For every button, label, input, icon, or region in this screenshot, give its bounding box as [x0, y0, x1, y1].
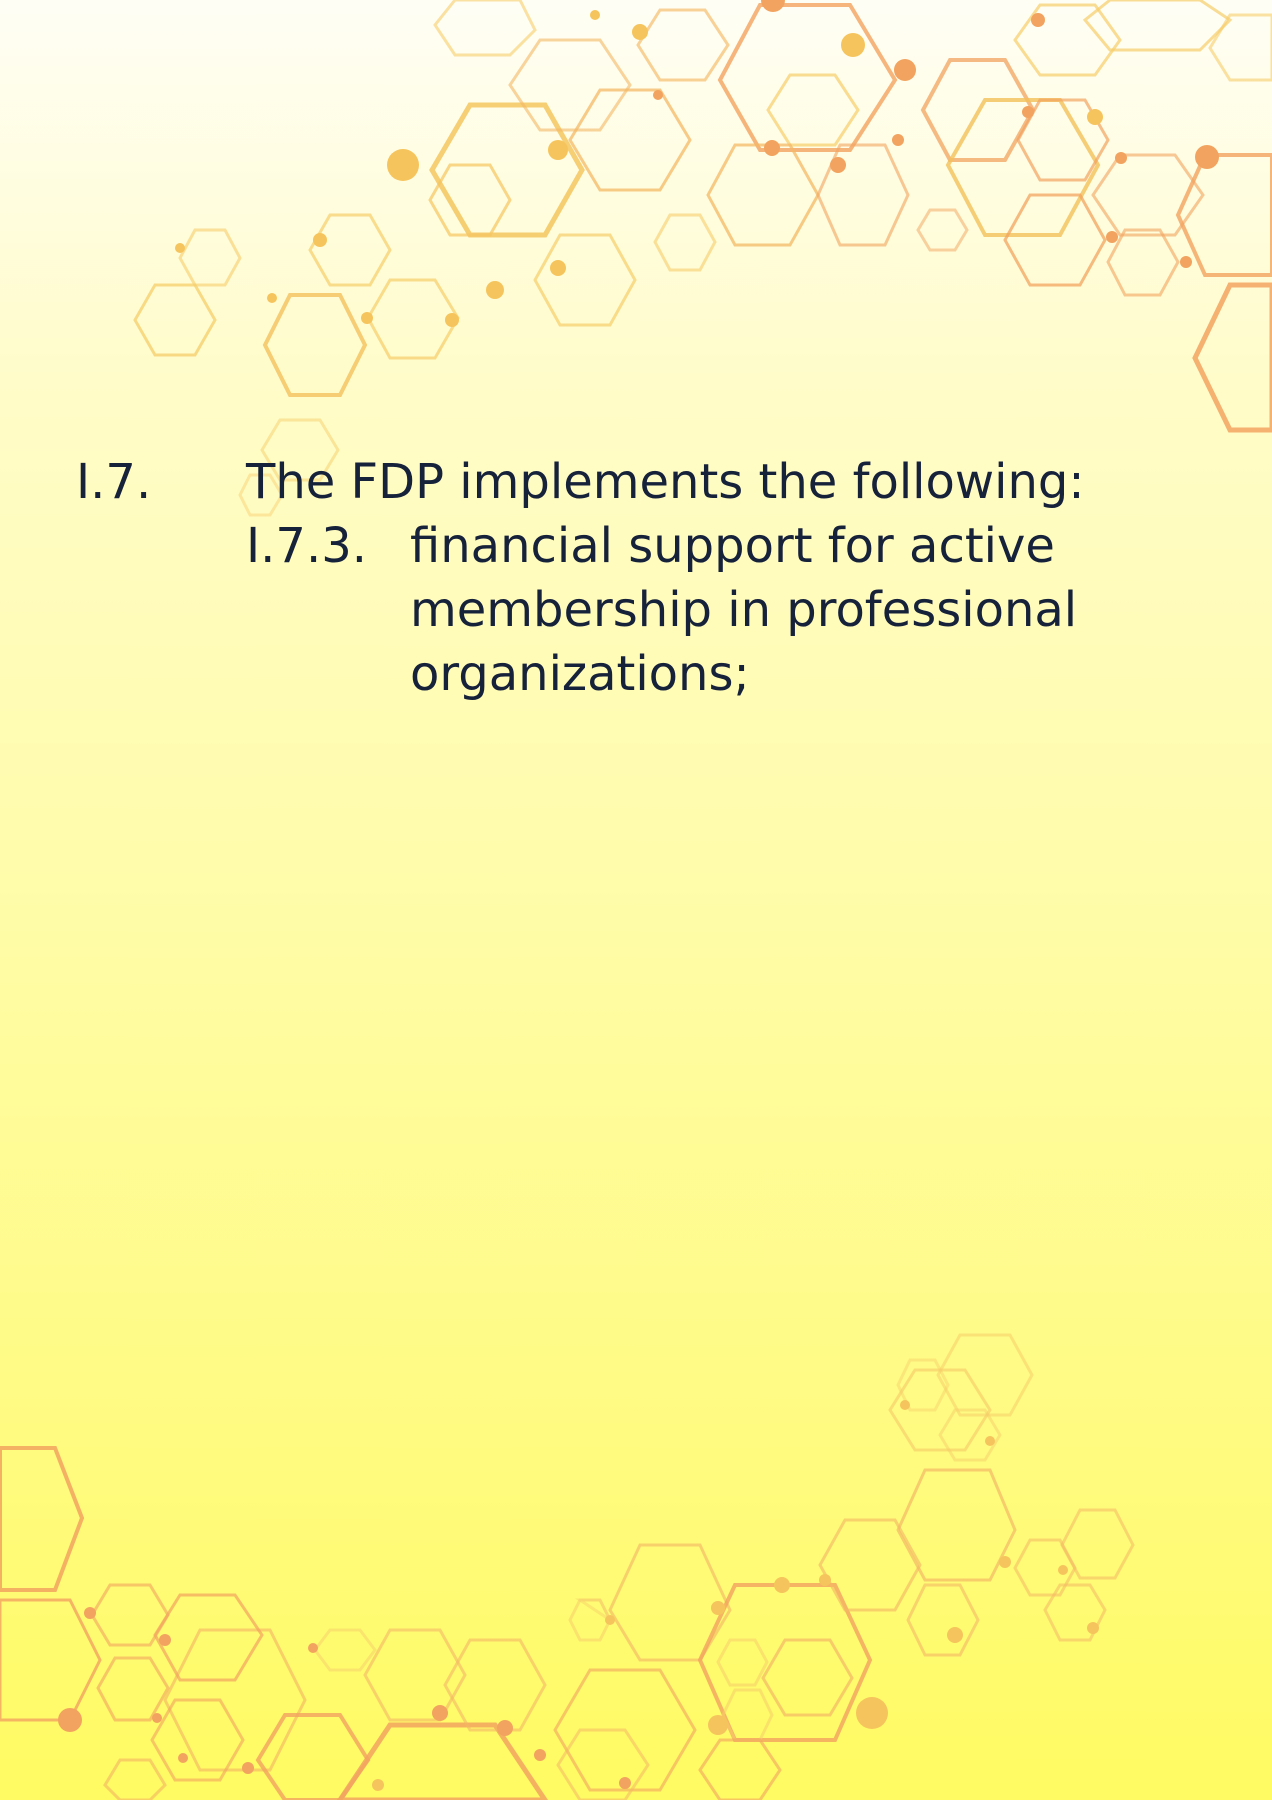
subclause-text: financial support for active membership …	[410, 518, 1078, 702]
clause-heading: The FDP implements the following:	[246, 454, 1085, 510]
clause-number: I.7.	[76, 454, 152, 510]
subclause-number: I.7.3.	[246, 518, 368, 574]
